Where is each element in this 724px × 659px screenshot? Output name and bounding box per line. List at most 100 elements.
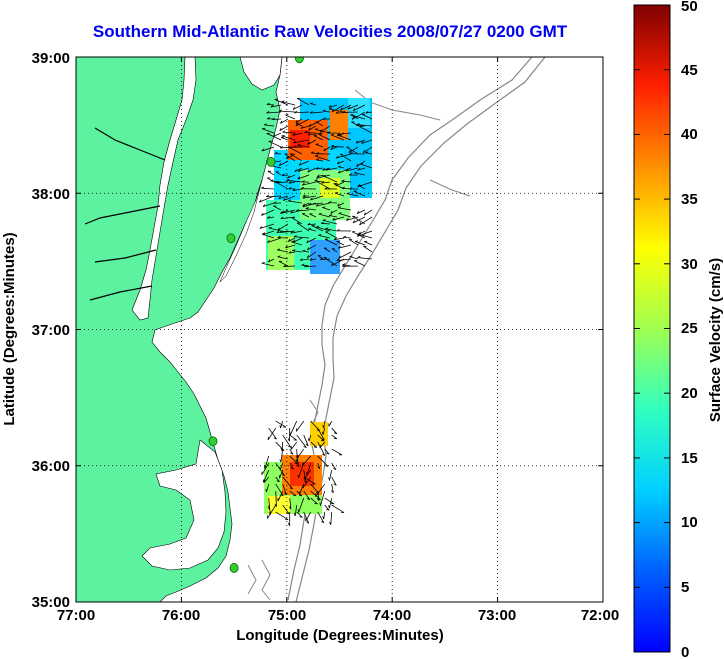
- velocity-arrow-head: [305, 207, 309, 209]
- velocity-arrow: [362, 114, 373, 120]
- velocity-arrow: [274, 99, 289, 106]
- velocity-arrow: [348, 239, 359, 246]
- velocity-arrow-head: [276, 230, 280, 233]
- velocity-arrow: [272, 132, 282, 138]
- velocity-arrow: [339, 153, 352, 162]
- velocity-arrow: [292, 250, 303, 253]
- velocity-arrow: [357, 181, 373, 188]
- velocity-arrow-head: [338, 212, 342, 214]
- velocity-arrow-head: [325, 465, 329, 467]
- velocity-arrow: [330, 512, 333, 525]
- velocity-arrow-head: [267, 259, 271, 263]
- velocity-arrow-head: [338, 245, 341, 249]
- velocity-arrow-head: [328, 105, 332, 108]
- velocity-arrow-head: [301, 182, 305, 186]
- velocity-arrow-head: [259, 199, 262, 203]
- tributary-3: [89, 285, 153, 301]
- velocity-arrow: [338, 166, 345, 169]
- velocity-arrow: [359, 216, 373, 226]
- station-marker: [295, 57, 304, 64]
- velocity-arrow-head: [336, 132, 340, 135]
- velocity-arrow-head: [293, 513, 296, 517]
- x-tick-label: 75:00: [268, 607, 306, 624]
- velocity-arrow-head: [302, 462, 304, 466]
- velocity-arrow: [281, 135, 296, 141]
- velocity-arrow-head: [302, 203, 305, 207]
- velocity-arrow: [268, 227, 282, 232]
- velocity-arrow: [317, 434, 325, 442]
- velocity-arrow: [289, 462, 294, 470]
- velocity-arrow-head: [278, 196, 282, 199]
- velocity-arrow: [291, 241, 303, 246]
- y-tick-labels: 39:00 38:00 37:00 36:00 35:00: [32, 50, 70, 611]
- velocity-arrow: [337, 202, 345, 207]
- velocity-arrow: [326, 167, 338, 171]
- velocity-arrow-head: [345, 168, 349, 172]
- velocity-arrow: [350, 114, 366, 120]
- velocity-arrow: [289, 455, 299, 465]
- velocity-arrow: [292, 188, 303, 191]
- velocity-arrow-head: [310, 151, 315, 154]
- velocity-arrow: [263, 469, 270, 483]
- velocity-arrow: [353, 260, 366, 267]
- velocity-arrow: [275, 491, 277, 507]
- velocity-arrow: [285, 244, 296, 249]
- velocity-arrow-head: [295, 123, 298, 127]
- velocity-arrow: [308, 125, 317, 131]
- velocity-arrow: [266, 133, 282, 141]
- velocity-arrow: [293, 139, 310, 144]
- velocity-arrow-head: [337, 165, 342, 168]
- velocity-arrow: [281, 174, 289, 176]
- velocity-arrow: [294, 167, 303, 173]
- velocity-arrow-head: [293, 140, 297, 144]
- velocity-arrow: [282, 131, 296, 134]
- velocity-arrow: [331, 448, 343, 456]
- velocity-arrow-head: [340, 107, 343, 111]
- velocity-arrow-head: [308, 202, 312, 206]
- velocity-arrow: [298, 497, 305, 513]
- velocity-arrow-head: [325, 167, 329, 171]
- velocity-arrow: [296, 434, 307, 448]
- velocity-arrow: [296, 222, 310, 232]
- velocity-arrow: [329, 108, 345, 113]
- velocity-arrow: [316, 226, 331, 232]
- x-tick-label: 72:00: [581, 607, 619, 624]
- velocity-arrow-head: [277, 255, 281, 258]
- velocity-arrow: [309, 111, 324, 114]
- axis-ticks: [75, 56, 604, 603]
- velocity-arrow: [309, 213, 317, 218]
- velocity-arrow-head: [353, 171, 357, 174]
- velocity-arrow: [353, 172, 366, 176]
- velocity-arrow-head: [322, 219, 326, 221]
- velocity-arrow-head: [279, 459, 282, 463]
- velocity-arrow-head: [295, 459, 298, 463]
- velocity-arrow: [365, 152, 373, 155]
- velocity-arrow-head: [320, 257, 323, 260]
- velocity-arrow: [329, 497, 333, 509]
- velocity-arrow-head: [307, 132, 311, 136]
- velocity-arrow: [276, 230, 289, 234]
- velocity-arrow: [308, 228, 317, 232]
- velocity-arrow-head: [322, 117, 326, 120]
- velocity-arrow-head: [287, 438, 290, 442]
- velocity-arrow-head: [285, 245, 288, 249]
- velocity-arrow-head: [306, 247, 310, 251]
- velocity-arrow: [263, 124, 275, 127]
- velocity-arrow-head: [272, 117, 276, 120]
- colorbar-tick-label: 50: [681, 0, 698, 15]
- velocity-arrow: [319, 441, 326, 449]
- velocity-arrow-head: [330, 146, 333, 150]
- velocity-arrow-head: [302, 249, 306, 252]
- velocity-arrow-head: [333, 432, 337, 435]
- station-marker: [266, 157, 276, 167]
- velocity-arrow: [341, 180, 352, 183]
- velocity-arrow: [322, 110, 331, 113]
- velocity-arrow-head: [314, 128, 318, 130]
- velocity-arrow-head: [286, 178, 290, 181]
- velocity-arrow: [288, 251, 296, 254]
- velocity-arrow: [359, 126, 373, 134]
- velocity-arrow: [324, 448, 330, 455]
- velocity-arrow-head: [314, 179, 318, 182]
- velocity-arrow: [280, 449, 284, 463]
- velocity-arrow-head: [297, 176, 301, 180]
